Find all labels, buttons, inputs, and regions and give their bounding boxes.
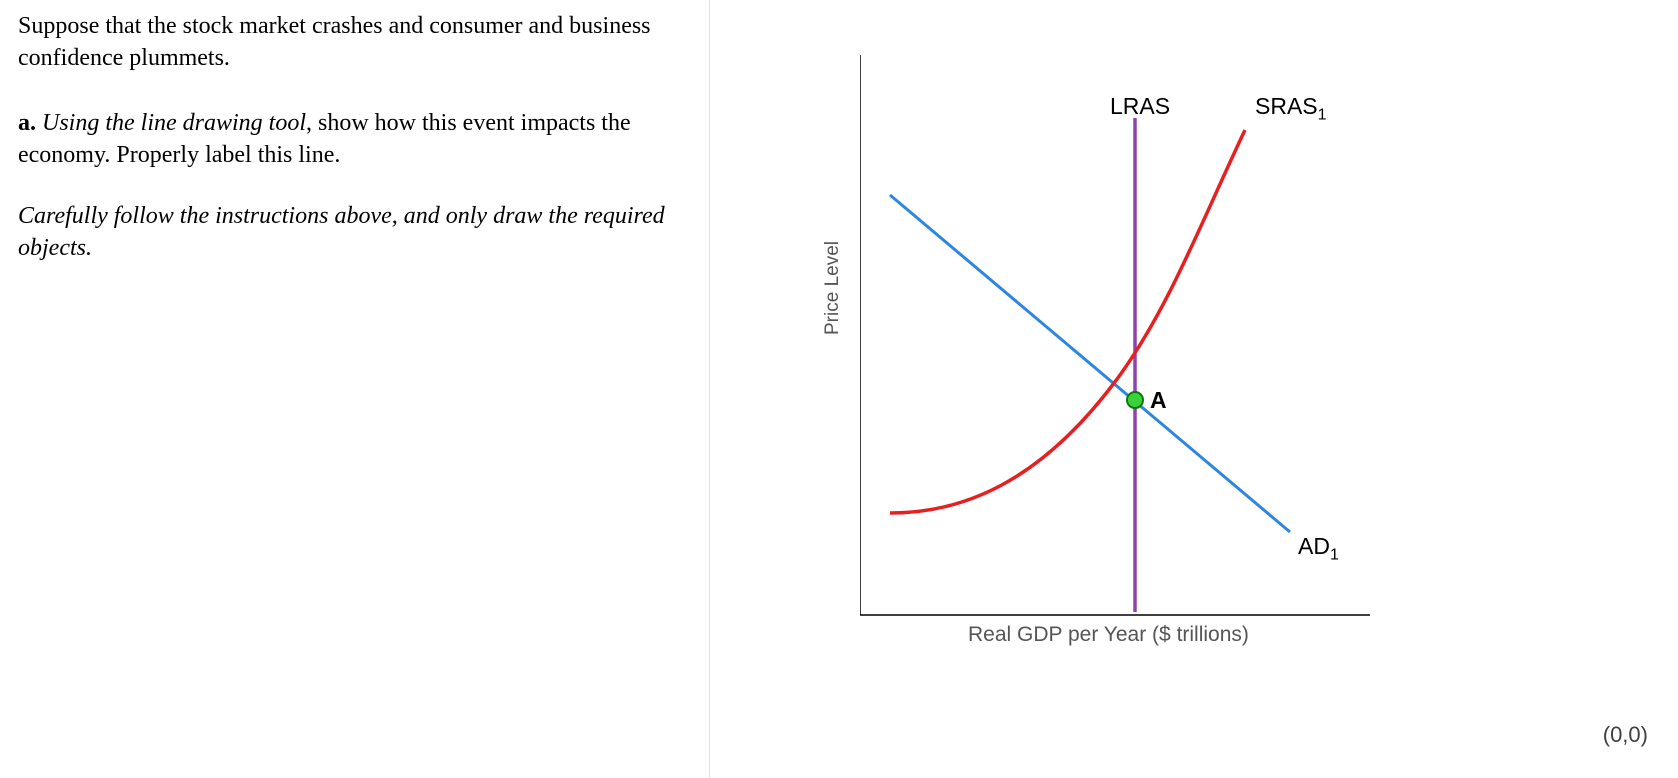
y-axis-label: Price Level (822, 241, 844, 335)
ad1-curve[interactable] (890, 195, 1290, 532)
question-intro: Suppose that the stock market crashes an… (18, 10, 689, 75)
chart-panel: Price Level Real GDP per Year ($ trillio… (710, 0, 1678, 778)
point-a[interactable] (1127, 392, 1143, 408)
question-panel: Suppose that the stock market crashes an… (0, 0, 710, 778)
question-part-a: a. Using the line drawing tool, show how… (18, 107, 689, 172)
chart-svg[interactable] (860, 55, 1420, 695)
sras1-curve[interactable] (890, 130, 1245, 513)
coordinate-readout: (0,0) (1603, 722, 1648, 748)
adas-chart[interactable]: Price Level Real GDP per Year ($ trillio… (860, 55, 1420, 695)
part-a-label: a. (18, 110, 36, 136)
point-a-label: A (1150, 387, 1167, 414)
part-a-tool: Using the line drawing tool (42, 110, 306, 136)
sras1-label: SRAS1 (1255, 93, 1327, 125)
question-instruction: Carefully follow the instructions above,… (18, 200, 689, 265)
ad1-label: AD1 (1298, 533, 1339, 565)
lras-label: LRAS (1110, 93, 1170, 120)
